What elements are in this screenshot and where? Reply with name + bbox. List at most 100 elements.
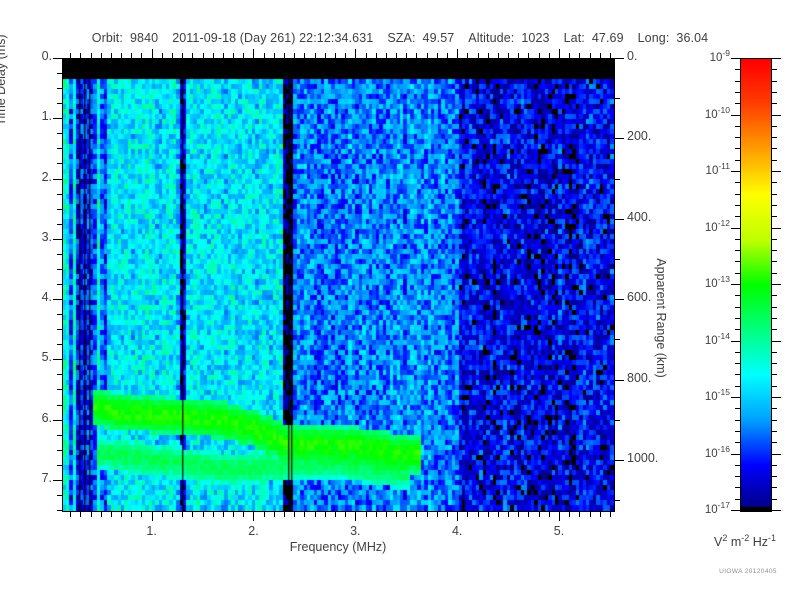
x-tick-minor-top: [233, 53, 235, 58]
x-tick-minor-top: [131, 53, 133, 58]
colorbar-tick-minor-right: [772, 148, 777, 150]
y-tick-minor-left: [57, 163, 62, 165]
y-tick-minor-left: [57, 88, 62, 90]
colorbar-tick-minor-left: [735, 137, 740, 139]
colorbar-tick-major-left: [731, 171, 740, 172]
colorbar-tick-minor-right: [772, 317, 777, 319]
y-tick-label-right: 400.: [627, 209, 652, 224]
y-tick-major-left: [53, 238, 62, 240]
credit-text: UIOWA 20120405: [719, 568, 777, 575]
y-tick-minor-left: [57, 389, 62, 391]
colorbar-tick-minor-left: [735, 306, 740, 308]
y-tick-minor-right: [615, 178, 620, 180]
colorbar-tick-minor-left: [735, 351, 740, 353]
colorbar-tick-minor-left: [735, 419, 740, 421]
colorbar-tick-minor-right: [772, 182, 777, 184]
x-tick-minor: [243, 512, 245, 517]
colorbar-tick-major-left: [731, 453, 740, 455]
metadata-header: Orbit: 9840 2011-09-18 (Day 261) 22:12:34.…: [0, 31, 800, 45]
colorbar-tick-major-right: [772, 340, 781, 342]
y-tick-minor-left: [57, 314, 62, 316]
y-tick-minor-left: [57, 434, 62, 436]
x-tick-minor-top: [609, 53, 611, 58]
colorbar-tick-minor-left: [735, 261, 740, 263]
x-tick-minor: [416, 512, 418, 517]
colorbar-tick-minor-left: [735, 442, 740, 444]
x-tick-minor: [90, 512, 92, 517]
colorbar-tick-minor-right: [772, 442, 777, 444]
x-tick-minor: [202, 512, 204, 517]
colorbar-tick-label: 10-16: [682, 444, 730, 460]
y-tick-label-left: 0.: [41, 49, 52, 63]
x-tick-minor: [233, 512, 235, 517]
x-tick-minor: [375, 512, 377, 517]
y-tick-label-left: 5.: [41, 350, 52, 365]
colorbar-tick-major-left: [731, 397, 740, 398]
colorbar-tick-minor-right: [772, 363, 777, 365]
y-tick-minor-left: [57, 464, 62, 466]
colorbar-tick-minor-left: [735, 182, 740, 184]
x-tick-minor-top: [192, 53, 194, 58]
colorbar-tick-minor-right: [772, 103, 777, 105]
y-tick-minor-left: [57, 344, 62, 346]
y-tick-label-right: 600.: [627, 290, 652, 305]
y-tick-major-right: [615, 138, 624, 140]
colorbar-tick-minor-left: [735, 91, 740, 93]
x-tick-minor-top: [538, 53, 540, 58]
x-tick-minor: [171, 512, 173, 517]
colorbar-mantissa: 10: [704, 503, 718, 516]
y-tick-major-right: [615, 460, 624, 462]
y-tick-label-right: 200.: [627, 129, 652, 144]
colorbar-tick-minor-right: [772, 272, 777, 274]
orbit-value: 9840: [129, 31, 159, 45]
x-tick-minor-top: [171, 53, 173, 58]
colorbar-mantissa: 10: [704, 334, 718, 347]
x-tick-minor-top: [161, 53, 163, 58]
colorbar-mantissa: 10: [709, 51, 723, 64]
x-tick-minor: [406, 512, 408, 517]
colorbar-tick-minor-left: [735, 363, 740, 365]
y-tick-minor-right: [615, 339, 620, 341]
sza-value: 49.57: [422, 31, 455, 45]
orbit-label: Orbit:: [91, 31, 123, 45]
x-tick-minor: [518, 512, 520, 517]
colorbar-tick-minor-right: [772, 125, 777, 127]
colorbar-tick-label: 10-12: [682, 218, 730, 234]
x-tick-minor-top: [222, 53, 224, 58]
x-tick-minor-top: [263, 53, 265, 58]
x-tick-minor-top: [477, 53, 479, 58]
y-tick-major-left: [53, 178, 62, 180]
x-tick-label: 2.: [248, 524, 259, 538]
x-tick-minor-top: [100, 53, 102, 58]
colorbar-mantissa: 10: [704, 447, 718, 460]
colorbar-tick-minor-right: [772, 374, 777, 376]
colorbar-tick-major-right: [772, 58, 781, 59]
colorbar-tick-major-right: [772, 227, 781, 229]
x-tick-label: 4.: [451, 524, 463, 538]
colorbar-tick-label: 10-9: [682, 48, 730, 64]
x-tick-minor-top: [365, 53, 367, 58]
x-axis-title: Frequency (MHz): [289, 540, 387, 554]
colorbar-mantissa: 10: [704, 108, 718, 121]
colorbar-exponent: -15: [717, 387, 730, 397]
colorbar-tick-major-right: [772, 453, 781, 455]
x-tick-minor: [365, 512, 367, 517]
y-tick-minor-left: [57, 208, 62, 210]
colorbar-tick-minor-right: [772, 351, 777, 353]
x-tick-minor-top: [243, 53, 245, 58]
colorbar-tick-major-right: [772, 397, 781, 398]
x-tick-label: 5.: [553, 524, 565, 538]
colorbar-tick-minor-left: [735, 204, 740, 206]
x-tick-minor-top: [385, 53, 387, 58]
colorbar-tick-minor-left: [735, 408, 740, 410]
unit-m: m: [727, 535, 742, 550]
colorbar-tick-minor-right: [772, 476, 777, 478]
x-tick-minor-top: [375, 53, 377, 58]
x-tick-minor-top: [334, 53, 336, 58]
colorbar-tick-minor-right: [772, 216, 777, 218]
x-tick-minor: [538, 512, 540, 517]
x-tick-minor: [426, 512, 428, 517]
colorbar-exponent: -14: [717, 330, 730, 341]
x-tick-minor: [467, 512, 469, 517]
